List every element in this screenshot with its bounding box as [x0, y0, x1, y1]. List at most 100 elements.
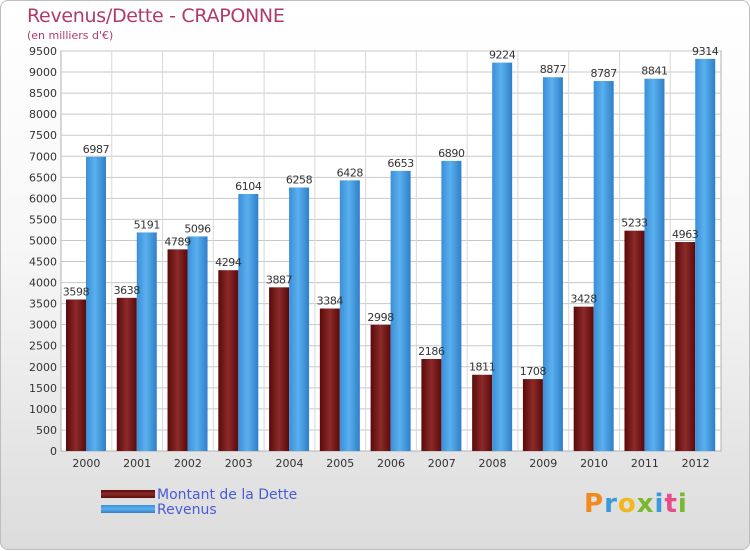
- y-tick-label: 7000: [29, 150, 57, 163]
- x-tick-label-2010: 2010: [580, 457, 608, 470]
- logo-letter: o: [617, 489, 637, 519]
- x-tick-label-2003: 2003: [225, 457, 253, 470]
- y-tick-label: 6000: [29, 192, 57, 205]
- y-tick-label: 5500: [29, 213, 57, 226]
- debt-bar-2012: [675, 242, 696, 451]
- debt-bar-2010: [573, 306, 594, 451]
- revenue-value-label-2005: 6428: [337, 166, 364, 179]
- y-tick-label: 4500: [29, 256, 57, 269]
- x-tick-label-2002: 2002: [174, 457, 202, 470]
- debt-value-label-2010: 3428: [570, 293, 597, 306]
- debt-bar-2001: [116, 297, 137, 451]
- debt-value-label-2003: 4294: [215, 256, 242, 269]
- y-tick-label: 2500: [29, 340, 57, 353]
- debt-value-label-2009: 1708: [520, 365, 547, 378]
- revenue-value-label-2009: 8877: [540, 63, 567, 76]
- y-tick-label: 1500: [29, 382, 57, 395]
- revenue-bar-2001: [136, 232, 157, 451]
- debt-bar-2000: [66, 299, 86, 451]
- legend-swatch-debt: [101, 490, 155, 498]
- debt-value-label-2012: 4963: [672, 228, 699, 241]
- y-tick-label: 1000: [29, 403, 57, 416]
- y-tick-label: 2000: [29, 361, 57, 374]
- y-tick-label: 0: [50, 445, 57, 458]
- debt-value-label-2008: 1811: [469, 361, 495, 374]
- revenue-bar-2006: [390, 170, 411, 451]
- legend-swatch-revenue: [101, 505, 155, 513]
- y-tick-label: 7500: [29, 129, 57, 142]
- proxiti-logo: Proxiti: [584, 489, 688, 519]
- debt-bar-2003: [218, 270, 239, 451]
- debt-value-label-2001: 3638: [114, 284, 141, 297]
- revenue-value-label-2000: 6987: [83, 143, 110, 156]
- debt-value-label-2005: 3384: [317, 295, 344, 308]
- y-tick-label: 9500: [29, 45, 57, 58]
- logo-letter: t: [664, 489, 678, 519]
- y-tick-label: 9000: [29, 66, 57, 79]
- revenue-bar-2012: [695, 58, 716, 452]
- y-tick-label: 500: [36, 424, 57, 437]
- y-tick-label: 8500: [29, 87, 57, 100]
- revenue-bar-2002: [187, 236, 208, 451]
- debt-bar-2004: [269, 287, 290, 451]
- y-tick-label: 6500: [29, 171, 57, 184]
- revenue-bar-2005: [339, 180, 360, 452]
- revenue-value-label-2004: 6258: [286, 174, 313, 187]
- revenue-value-label-2002: 5096: [184, 222, 211, 235]
- debt-value-label-2006: 2998: [367, 311, 394, 324]
- x-tick-label-2008: 2008: [479, 457, 507, 470]
- debt-value-label-2007: 2186: [418, 345, 445, 358]
- revenue-value-label-2006: 6653: [387, 157, 414, 170]
- logo-letter: P: [584, 489, 605, 519]
- debt-bar-2005: [319, 308, 340, 451]
- debt-value-label-2000: 3598: [63, 286, 90, 299]
- chart-title: Revenus/Dette - CRAPONNE: [27, 5, 285, 27]
- debt-bar-2008: [472, 374, 493, 451]
- y-tick-label: 4000: [29, 277, 57, 290]
- debt-bar-2006: [370, 324, 391, 451]
- debt-value-label-2011: 5233: [621, 217, 648, 230]
- debt-bar-2007: [421, 358, 442, 451]
- legend-label-debt: Montant de la Dette: [157, 487, 298, 503]
- revenue-value-label-2008: 9224: [489, 49, 516, 62]
- y-tick-label: 5000: [29, 234, 57, 247]
- revenue-value-label-2012: 9314: [692, 45, 719, 58]
- x-tick-label-2000: 2000: [72, 457, 100, 470]
- x-tick-label-2012: 2012: [682, 457, 710, 470]
- revenue-bar-2010: [593, 81, 614, 451]
- logo-letter: i: [654, 489, 665, 519]
- revenue-bar-2011: [644, 78, 665, 451]
- y-tick-label: 3500: [29, 298, 57, 311]
- revenue-value-label-2001: 5191: [134, 218, 160, 231]
- revenue-value-label-2011: 8841: [641, 65, 667, 78]
- revenue-value-label-2007: 6890: [438, 147, 465, 160]
- x-tick-label-2004: 2004: [275, 457, 303, 470]
- revenue-bar-2003: [238, 193, 259, 451]
- logo-letter: x: [636, 489, 655, 519]
- y-tick-label: 8000: [29, 108, 57, 121]
- revenue-bar-2000: [86, 156, 106, 451]
- x-tick-label-2011: 2011: [631, 457, 659, 470]
- debt-bar-2009: [522, 379, 543, 451]
- revenue-bar-2009: [542, 77, 563, 452]
- revenue-bar-2008: [492, 62, 513, 451]
- x-tick-label-2009: 2009: [529, 457, 557, 470]
- chart-subtitle: (en milliers d'€): [27, 29, 114, 42]
- x-tick-label-2006: 2006: [377, 457, 405, 470]
- debt-bar-2011: [624, 230, 645, 451]
- debt-value-label-2004: 3887: [266, 273, 293, 286]
- debt-value-label-2002: 4789: [164, 235, 191, 248]
- logo-letter: r: [604, 489, 618, 519]
- legend-label-revenue: Revenus: [157, 502, 217, 518]
- x-tick-label-2005: 2005: [326, 457, 354, 470]
- x-tick-label-2001: 2001: [123, 457, 151, 470]
- debt-bar-2002: [167, 249, 188, 451]
- revenue-value-label-2003: 6104: [235, 180, 262, 193]
- revenue-bar-2004: [289, 187, 310, 452]
- revenue-bar-2007: [441, 160, 462, 452]
- revenue-value-label-2010: 8787: [590, 67, 617, 80]
- logo-letter: i: [677, 489, 688, 519]
- y-tick-label: 3000: [29, 319, 57, 332]
